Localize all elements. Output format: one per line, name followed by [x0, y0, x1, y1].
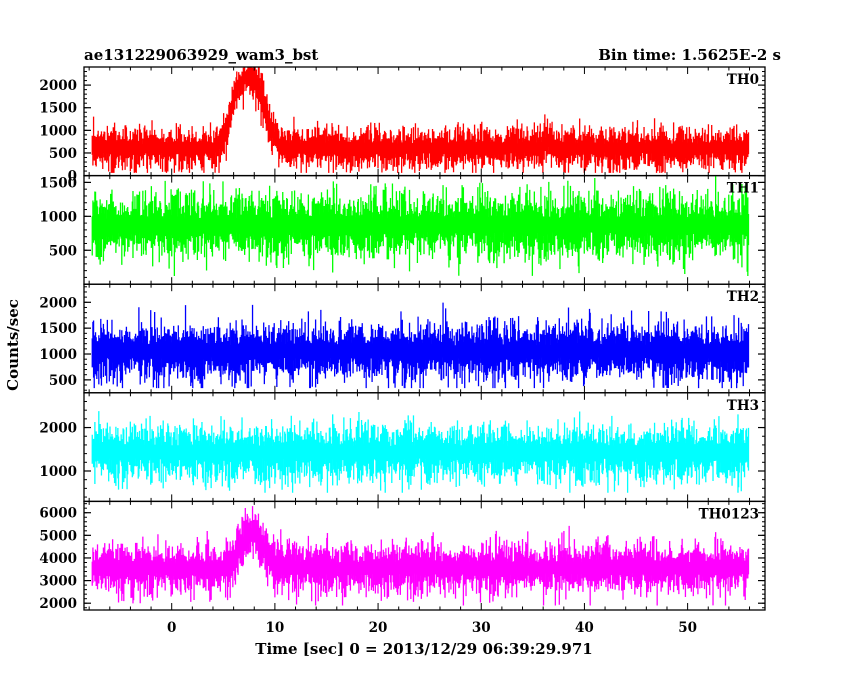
panel-label: TH1: [727, 181, 759, 197]
panel-th0123: TH0123 2000 3000 4000 5000 6000: [39, 500, 766, 612]
chart-title: ae131229063929_wam3_bst: [84, 46, 318, 64]
x-axis-label: Time [sec] 0 = 2013/12/29 06:39:29.971: [255, 640, 592, 658]
y-tick-label: 2000: [39, 295, 77, 311]
x-axis: 0 10 20 30 40 50: [167, 620, 697, 636]
panel-label: TH2: [727, 289, 759, 305]
y-tick-label: 500: [49, 146, 77, 162]
panel-th3: TH3 1000 2000: [39, 392, 766, 503]
y-tick-label: 3000: [39, 574, 77, 590]
series-th0: [91, 67, 750, 173]
x-tick-label: 10: [265, 620, 284, 636]
y-tick-label: 6000: [39, 506, 77, 522]
y-tick-label: 500: [49, 243, 77, 259]
series-th1: [91, 175, 750, 277]
x-tick-label: 50: [678, 620, 697, 636]
y-tick-label: 1000: [39, 464, 77, 480]
y-tick-label: 2000: [39, 421, 77, 437]
y-tick-label: 500: [49, 373, 77, 389]
series-trace: [91, 506, 750, 606]
panels-group: TH00500100015002000TH150010001500TH25001…: [39, 66, 766, 636]
chart-subtitle: Bin time: 1.5625E-2 s: [598, 46, 781, 64]
x-tick-label: 30: [472, 620, 491, 636]
y-tick-label: 1500: [39, 101, 77, 117]
series-th2: [91, 302, 750, 389]
panel-label: TH0123: [699, 506, 759, 522]
series-trace: [91, 302, 750, 389]
y-tick-label: 5000: [39, 528, 77, 544]
y-tick-label: 2000: [39, 78, 77, 94]
series-th3: [91, 411, 750, 493]
x-tick-label: 40: [575, 620, 594, 636]
y-tick-label: 0: [68, 169, 77, 185]
y-tick-label: 1000: [39, 123, 77, 139]
x-tick-label: 20: [369, 620, 388, 636]
series-trace: [91, 175, 750, 277]
y-tick-label: 1000: [39, 347, 77, 363]
panel-label: TH3: [727, 398, 759, 414]
y-tick-label: 1500: [39, 175, 77, 191]
series-trace: [91, 67, 750, 173]
y-axis-label: Counts/sec: [4, 299, 22, 391]
panel-frame: [83, 500, 766, 611]
y-tick-label: 1000: [39, 209, 77, 225]
y-tick-label: 2000: [39, 596, 77, 612]
panel-label: TH0: [727, 72, 759, 88]
panel-th0: TH0 0 500 1000 1500 2000: [39, 66, 766, 185]
series-trace: [91, 411, 750, 493]
y-tick-label: 4000: [39, 551, 77, 567]
x-tick-label: 0: [167, 620, 176, 636]
series-th0123: [91, 506, 750, 606]
panel-th1: TH1 500 1000 1500: [39, 174, 766, 285]
y-tick-label: 1500: [39, 321, 77, 337]
panel-th2: TH2 500 1000 1500 2000: [39, 283, 766, 394]
